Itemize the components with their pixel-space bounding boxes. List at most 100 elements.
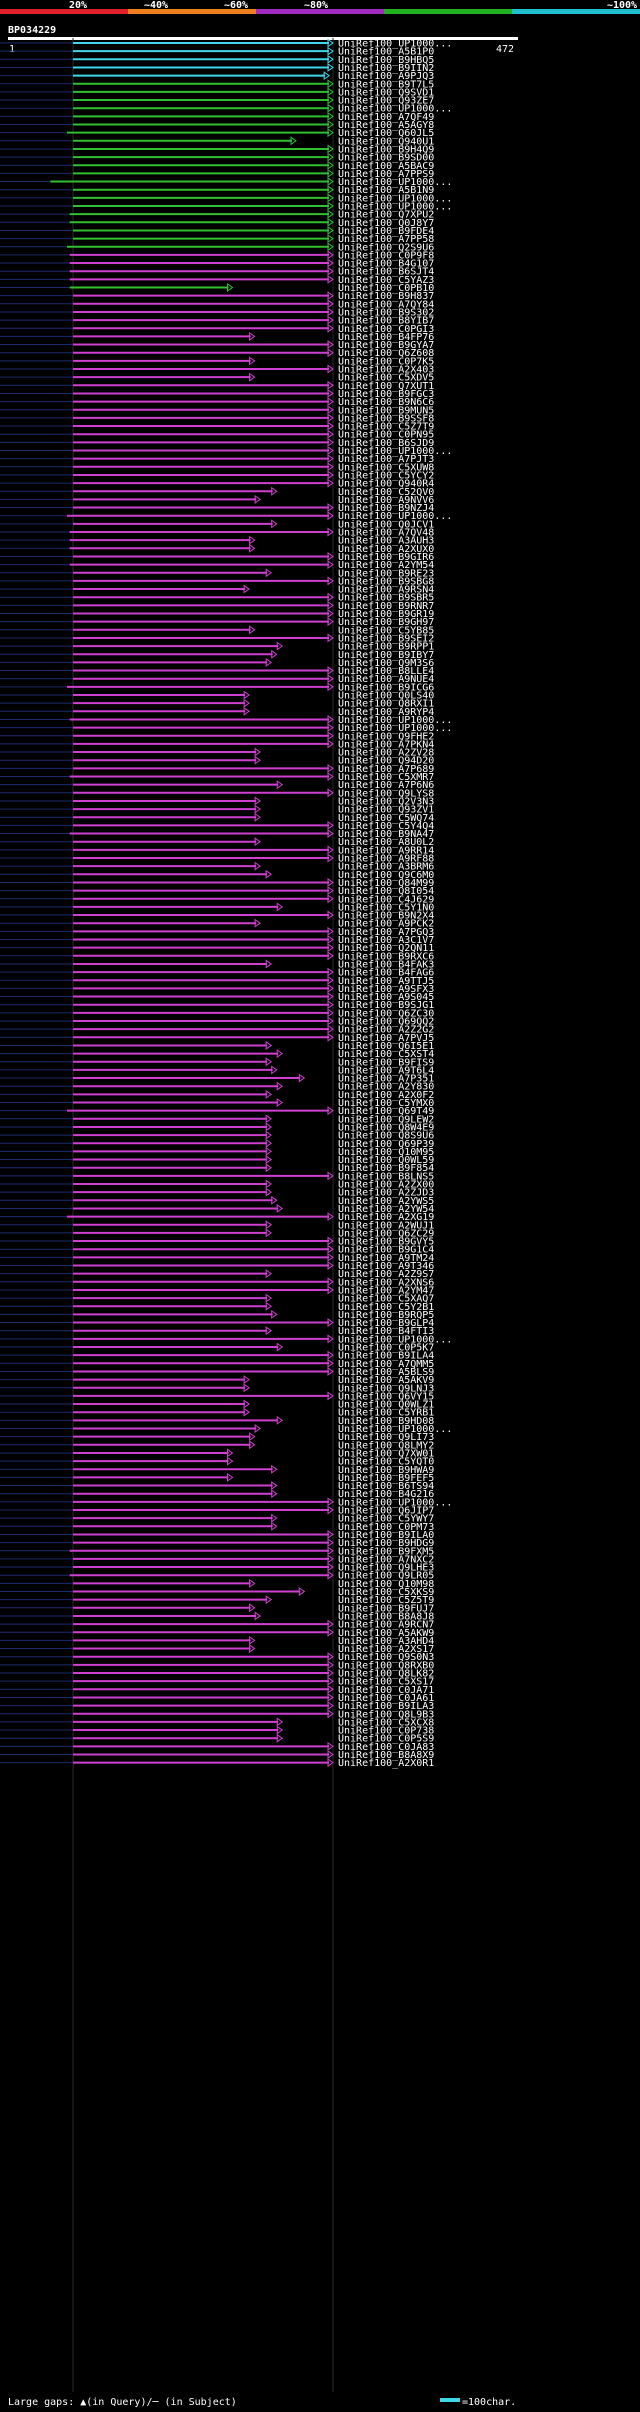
hit-label[interactable]: UniRef100_UP1000...: [338, 193, 452, 204]
hit-label[interactable]: UniRef100_A9RF88: [338, 854, 434, 865]
hit-label[interactable]: UniRef100_A2ZX00: [338, 1180, 434, 1191]
hit-label[interactable]: UniRef100_A9TTJ5: [338, 976, 434, 987]
hit-label[interactable]: UniRef100_Q0J8Y7: [338, 218, 434, 229]
hit-label[interactable]: UniRef100_Q8I054: [338, 886, 434, 897]
hit-label[interactable]: UniRef100_B9GLP4: [338, 1318, 434, 1329]
hit-label[interactable]: UniRef100_A7PJT3: [338, 454, 434, 465]
hit-label[interactable]: UniRef100_A7P351: [338, 1074, 434, 1085]
hit-label[interactable]: UniRef100_B9RXC6: [338, 951, 434, 962]
hit-label[interactable]: UniRef100_B9SBG8: [338, 576, 434, 587]
hit-label[interactable]: UniRef100_UP1000...: [338, 723, 452, 734]
hit-label[interactable]: UniRef100_Q940R4: [338, 479, 434, 490]
hit-label[interactable]: UniRef100_B9ILA3: [338, 1701, 434, 1712]
hit-label[interactable]: UniRef100_B9RQP5: [338, 1310, 434, 1321]
hit-label[interactable]: UniRef100_UP1000...: [338, 1497, 452, 1508]
hit-label[interactable]: UniRef100_A7QMM5: [338, 1359, 434, 1370]
hit-label[interactable]: UniRef100_Q9LHE3: [338, 1563, 434, 1574]
hit-label[interactable]: UniRef100_Q8S9U6: [338, 1131, 434, 1142]
hit-label[interactable]: UniRef100_Q6ZC29: [338, 1228, 434, 1239]
hit-label[interactable]: UniRef100_C5XUW8: [338, 462, 434, 473]
hit-label[interactable]: UniRef100_UP1000...: [338, 1424, 452, 1435]
hit-label[interactable]: UniRef100_A9T6L4: [338, 1065, 434, 1076]
hit-label[interactable]: UniRef100_A9RR14: [338, 845, 434, 856]
hit-label[interactable]: UniRef100_A7PPS9: [338, 169, 434, 180]
hit-label[interactable]: UniRef100_Q6ZC30: [338, 1008, 434, 1019]
hit-label[interactable]: UniRef100_B9N2X4: [338, 911, 434, 922]
hit-label[interactable]: UniRef100_A9NVV6: [338, 495, 434, 506]
hit-label[interactable]: UniRef100_C5XS17: [338, 1677, 434, 1688]
hit-label[interactable]: UniRef100_B4G107: [338, 259, 434, 270]
hit-label[interactable]: UniRef100_Q7XPU2: [338, 210, 434, 221]
hit-label[interactable]: UniRef100_A9SFX3: [338, 984, 434, 995]
hit-label[interactable]: UniRef100_A7P6N6: [338, 780, 434, 791]
hit-label[interactable]: UniRef100_A9RCN7: [338, 1620, 434, 1631]
hit-label[interactable]: UniRef100_C0P5S9: [338, 1734, 434, 1745]
hit-label[interactable]: UniRef100_B8YIB7: [338, 316, 434, 327]
hit-label[interactable]: UniRef100_Q6Z608: [338, 348, 434, 359]
hit-label[interactable]: UniRef100_A5B1P0: [338, 47, 434, 58]
hit-label[interactable]: UniRef100_B9ICG6: [338, 682, 434, 693]
hit-label[interactable]: UniRef100_C0P7K5: [338, 356, 434, 367]
hit-label[interactable]: UniRef100_B4FTI3: [338, 1326, 434, 1337]
hit-label[interactable]: UniRef100_Q6I5E1: [338, 1041, 434, 1052]
hit-label[interactable]: UniRef100_A2Z9S7: [338, 1269, 434, 1280]
hit-label[interactable]: UniRef100_Q7XW01: [338, 1448, 434, 1459]
hit-label[interactable]: UniRef100_B9RPP1: [338, 642, 434, 653]
hit-label[interactable]: UniRef100_A9RSN4: [338, 585, 434, 596]
hit-label[interactable]: UniRef100_B9HBQ5: [338, 55, 434, 66]
hit-label[interactable]: UniRef100_B9RE23: [338, 568, 434, 579]
hit-label[interactable]: UniRef100_Q9LYS8: [338, 788, 434, 799]
hit-label[interactable]: UniRef100_Q8RXB0: [338, 1660, 434, 1671]
hit-label[interactable]: UniRef100_B9FUJ7: [338, 1603, 434, 1614]
hit-label[interactable]: UniRef100_A9NUE4: [338, 674, 434, 685]
hit-label[interactable]: UniRef100_B9T7L5: [338, 79, 434, 90]
hit-label[interactable]: UniRef100_Q2S9U6: [338, 242, 434, 253]
hit-label[interactable]: UniRef100_B9FEF5: [338, 1473, 434, 1484]
hit-label[interactable]: UniRef100_A5BAC9: [338, 161, 434, 172]
hit-label[interactable]: UniRef100_C5Y2B1: [338, 1302, 434, 1313]
hit-label[interactable]: UniRef100_C0PGI3: [338, 324, 434, 335]
hit-label[interactable]: UniRef100_Q0WL59: [338, 1155, 434, 1166]
hit-label[interactable]: UniRef100_A2ZJD3: [338, 1188, 434, 1199]
hit-label[interactable]: UniRef100_B9FXM5: [338, 1546, 434, 1557]
hit-label[interactable]: UniRef100_C0PB10: [338, 283, 434, 294]
hit-label[interactable]: UniRef100_Q9S0N3: [338, 1652, 434, 1663]
hit-label[interactable]: UniRef100_B9FIS9: [338, 1057, 434, 1068]
hit-label[interactable]: UniRef100_B9HDG9: [338, 1538, 434, 1549]
hit-label[interactable]: UniRef100_C5Y1N0: [338, 902, 434, 913]
hit-label[interactable]: UniRef100_A5AGY8: [338, 120, 434, 131]
hit-label[interactable]: UniRef100_A8U0L2: [338, 837, 434, 848]
hit-label[interactable]: UniRef100_B9IBY7: [338, 650, 434, 661]
hit-label[interactable]: UniRef100_C5YWY7: [338, 1514, 434, 1525]
hit-label[interactable]: UniRef100_C0P5K7: [338, 1343, 434, 1354]
hit-label[interactable]: UniRef100_C5YQT0: [338, 1457, 434, 1468]
hit-label[interactable]: UniRef100_Q8LMY2: [338, 1440, 434, 1451]
hit-label[interactable]: UniRef100_B9NA47: [338, 829, 434, 840]
hit-label[interactable]: UniRef100_Q940U1: [338, 136, 434, 147]
hit-label[interactable]: UniRef100_A7QY84: [338, 299, 434, 310]
hit-label[interactable]: UniRef100_C5YCY2: [338, 470, 434, 481]
hit-label[interactable]: UniRef100_C5Y4Q4: [338, 821, 434, 832]
hit-label[interactable]: UniRef100_A9T346: [338, 1261, 434, 1272]
hit-label[interactable]: UniRef100_Q8LK82: [338, 1669, 434, 1680]
hit-label[interactable]: UniRef100_B9MUN5: [338, 405, 434, 416]
hit-label[interactable]: UniRef100_A9S045: [338, 992, 434, 1003]
hit-label[interactable]: UniRef100_UP1000...: [338, 446, 452, 457]
hit-label[interactable]: UniRef100_Q9FHE2: [338, 731, 434, 742]
hit-label[interactable]: UniRef100_B9HWA9: [338, 1465, 434, 1476]
hit-label[interactable]: UniRef100_Q7XUT1: [338, 381, 434, 392]
hit-label[interactable]: UniRef100_B9GVY5: [338, 1237, 434, 1248]
hit-label[interactable]: UniRef100_B8LLE4: [338, 666, 434, 677]
hit-label[interactable]: UniRef100_B9SEI2: [338, 633, 434, 644]
hit-label[interactable]: UniRef100_A7P689: [338, 764, 434, 775]
hit-label[interactable]: UniRef100_A7QV48: [338, 528, 434, 539]
hit-label[interactable]: UniRef100_A2YM54: [338, 560, 434, 571]
hit-label[interactable]: UniRef100_Q10M95: [338, 1147, 434, 1158]
hit-label[interactable]: UniRef100_A3BRM6: [338, 862, 434, 873]
hit-label[interactable]: UniRef100_A2Z2G2: [338, 1025, 434, 1036]
hit-label[interactable]: UniRef100_A9PCK2: [338, 919, 434, 930]
hit-label[interactable]: UniRef100_Q9SVD1: [338, 87, 434, 98]
hit-label[interactable]: UniRef100_A2X0F2: [338, 1090, 434, 1101]
hit-label[interactable]: UniRef100_B9NZJ4: [338, 503, 434, 514]
hit-label[interactable]: UniRef100_C0P738: [338, 1726, 434, 1737]
